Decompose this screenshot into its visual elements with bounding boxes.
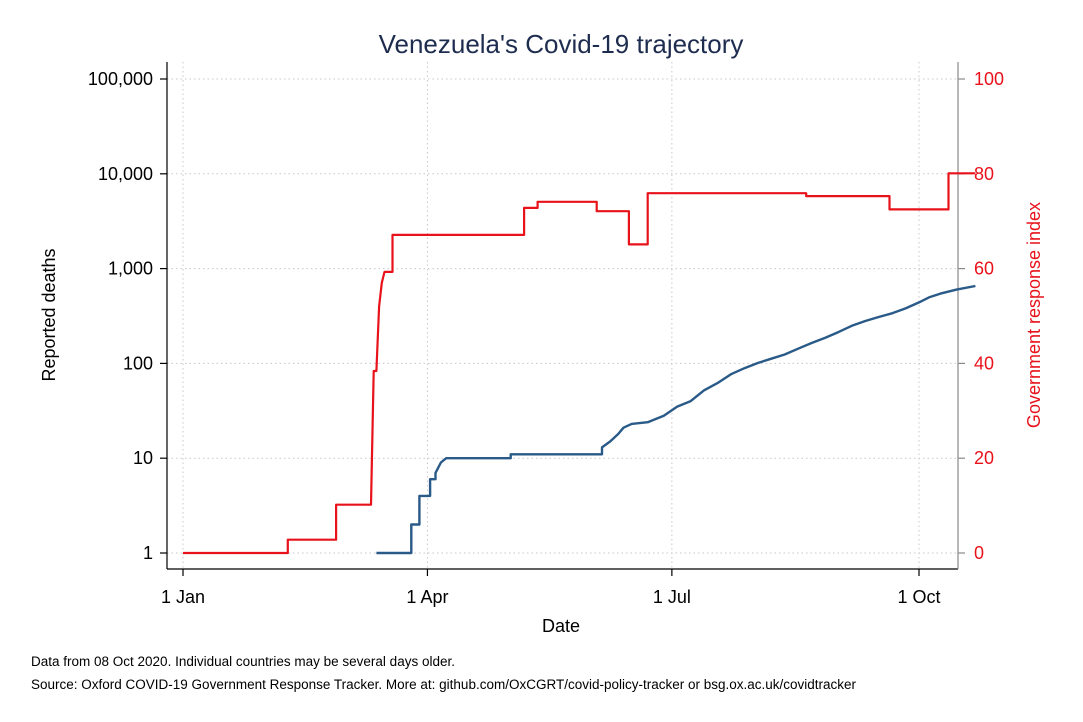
tick-labels: 1 Jan 1 Apr 1 Jul 1 Oct 1 10 100 1,000 10,000 100…: [88, 69, 1004, 607]
y-left-tick-label-4: 10,000: [98, 164, 153, 184]
y-right-tick-label-5: 100: [974, 69, 1004, 89]
x-tick-label-2: 1 Jul: [653, 587, 691, 607]
y-right-tick-label-3: 60: [974, 259, 994, 279]
y-left-tick-label-5: 100,000: [88, 69, 153, 89]
data-note: Data from 08 Oct 2020. Individual countr…: [31, 654, 455, 669]
series-line-response-index: [183, 172, 976, 555]
x-tick-label-3: 1 Oct: [897, 587, 940, 607]
y-right-tick-label-2: 40: [974, 353, 994, 373]
y-left-tick-label-0: 1: [143, 543, 153, 563]
source-note: Source: Oxford COVID-19 Government Respo…: [31, 677, 857, 692]
x-tick-label-1: 1 Apr: [406, 587, 448, 607]
y-right-tick-label-4: 80: [974, 164, 994, 184]
y-left-tick-label-1: 10: [133, 448, 153, 468]
y-axis-label-right: Government response index: [1024, 202, 1044, 428]
x-axis-label: Date: [542, 616, 580, 636]
y-right-tick-label-0: 0: [974, 543, 984, 563]
grid: [167, 62, 958, 569]
series-lines: [183, 172, 976, 555]
y-left-tick-label-2: 100: [123, 353, 153, 373]
axes: [160, 62, 965, 576]
y-right-tick-label-1: 20: [974, 448, 994, 468]
chart-title: Venezuela's Covid-19 trajectory: [379, 29, 744, 59]
y-axis-label-left: Reported deaths: [39, 248, 59, 381]
x-tick-label-0: 1 Jan: [161, 587, 205, 607]
series-line-deaths: [376, 284, 976, 555]
y-left-tick-label-3: 1,000: [108, 259, 153, 279]
